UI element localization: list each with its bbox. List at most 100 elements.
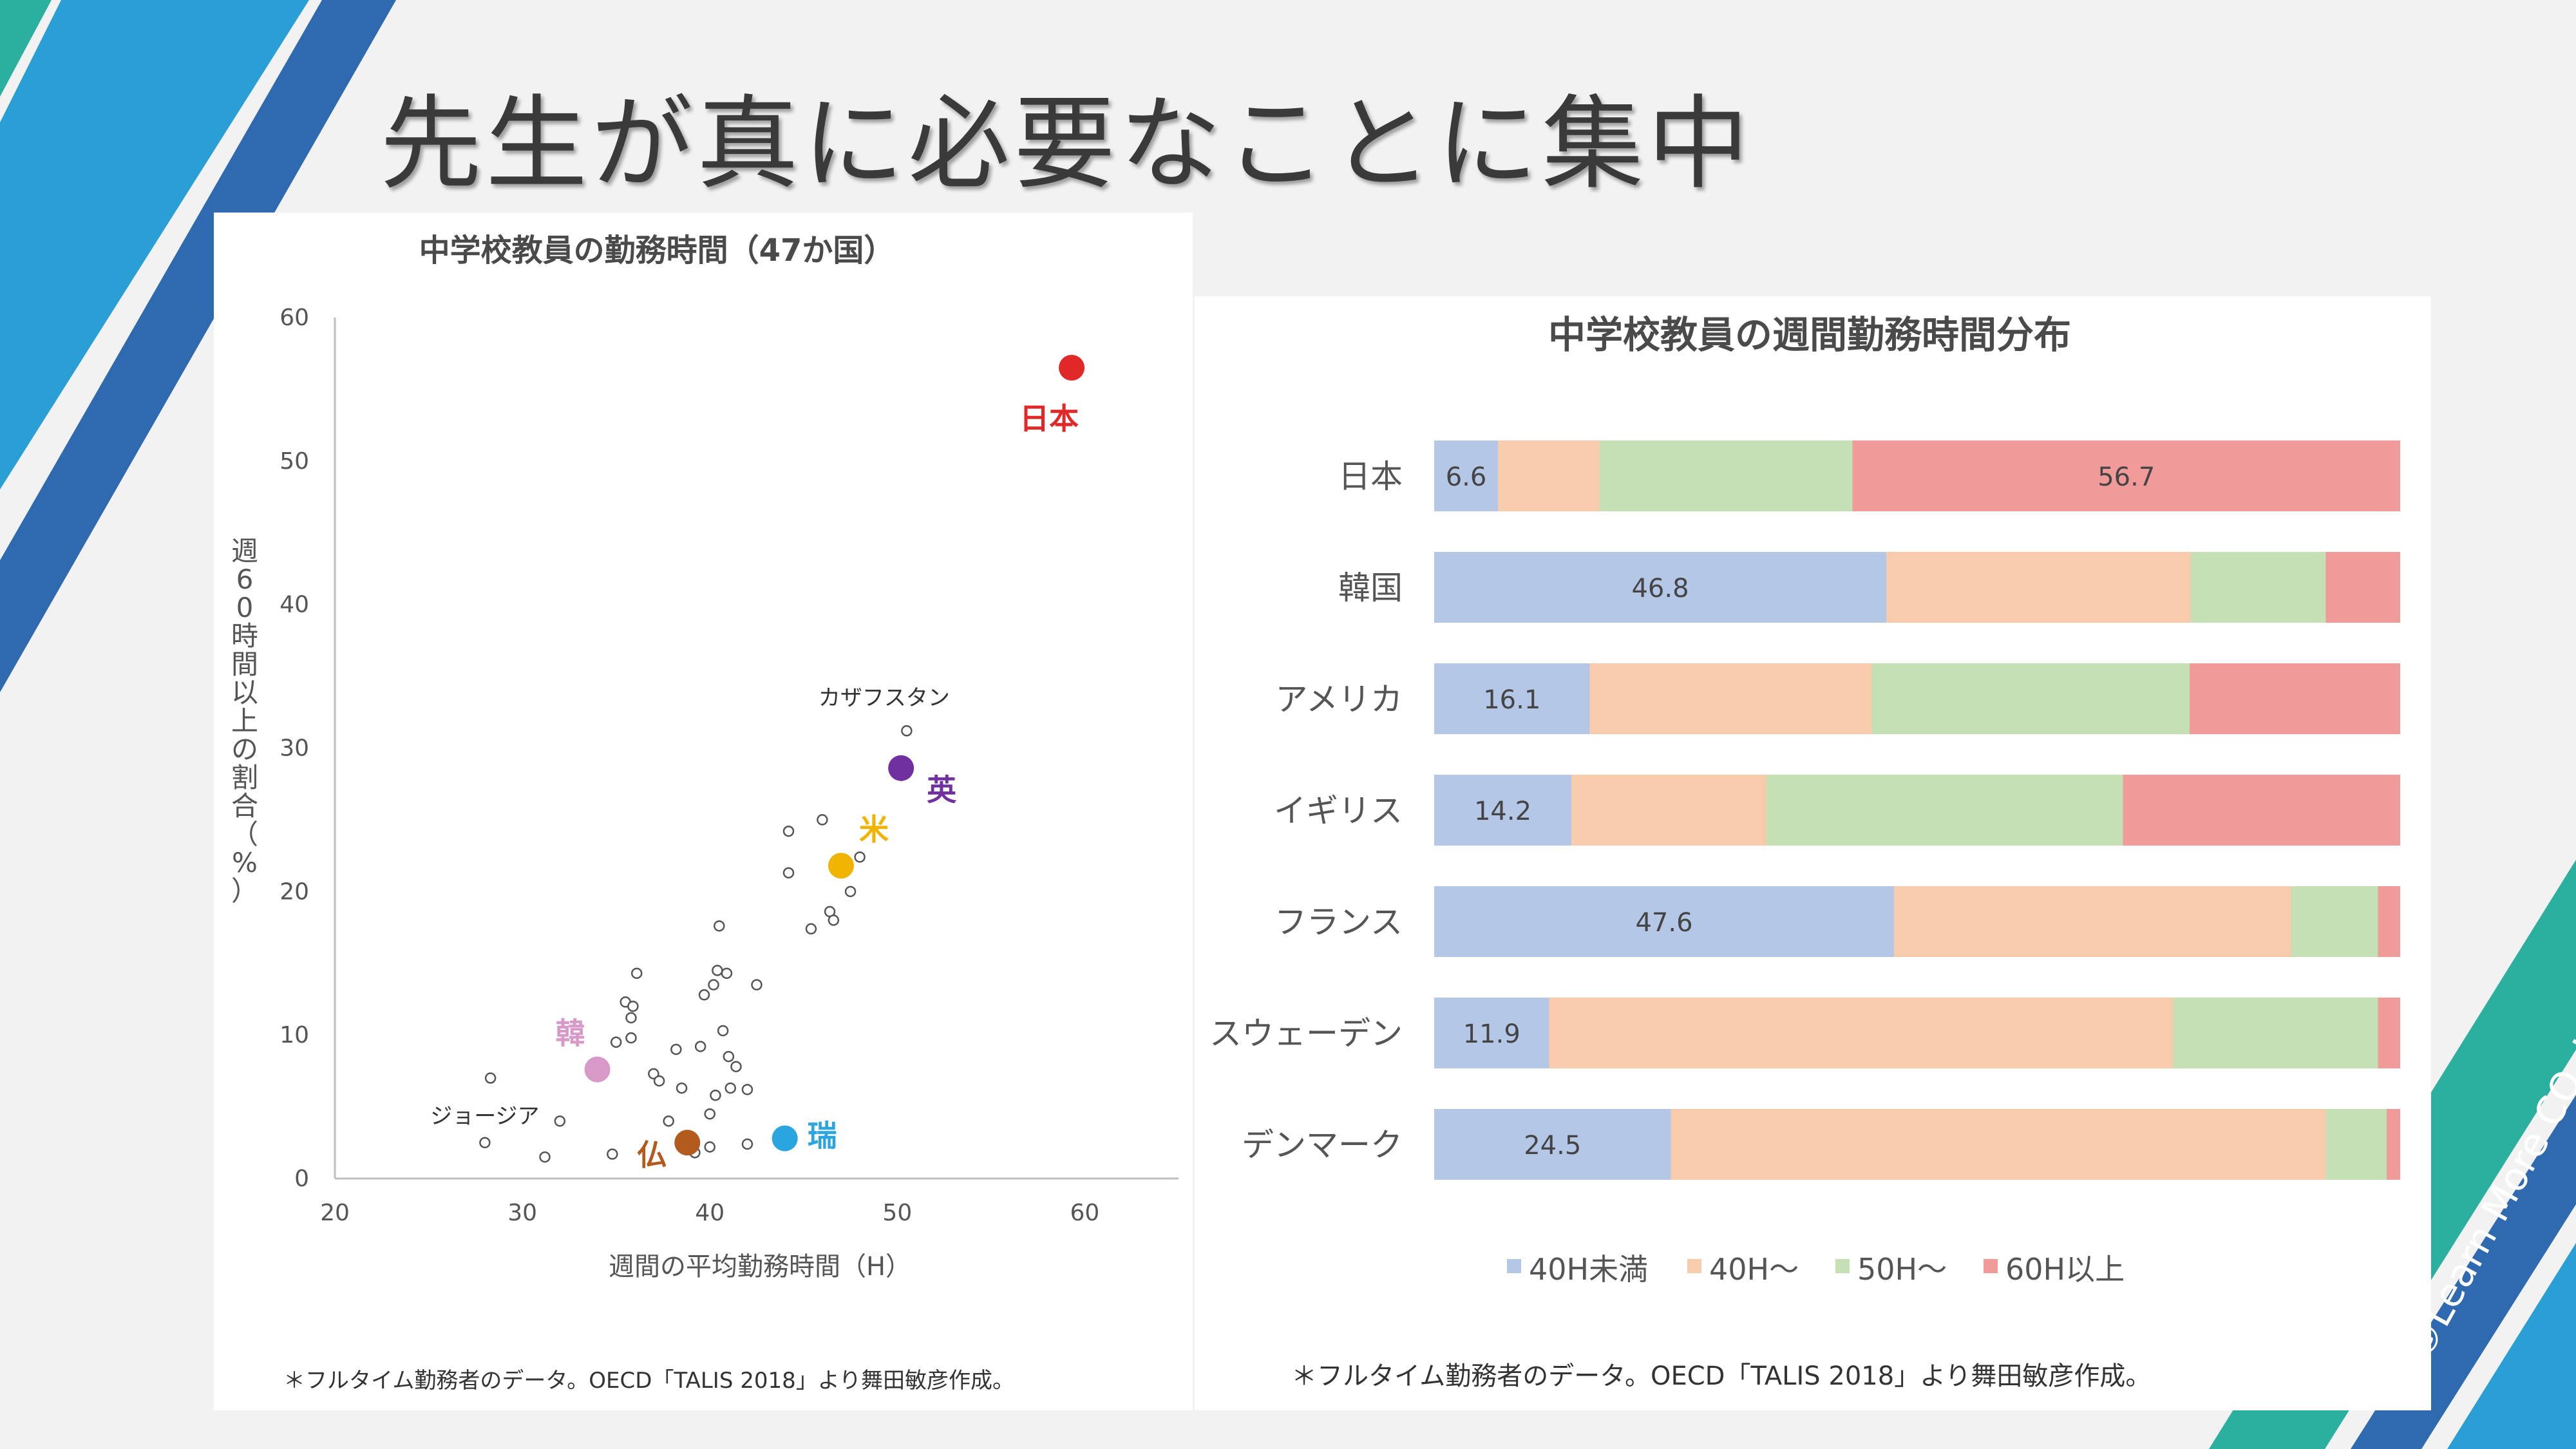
scatter-point [625,1032,637,1044]
scatter-highlight-point [888,755,914,781]
scatter-axes [334,317,1179,1180]
bar-segment [2173,998,2378,1068]
scatter-highlight-label: 米 [859,812,889,847]
bar-segment [1599,440,1853,511]
scatter-point [653,1075,665,1087]
bar-data-label: 56.7 [2098,462,2155,492]
bar-segments [1434,440,2400,1180]
scatter-point [710,1090,721,1101]
bar-segment [1434,440,1498,511]
bar-segment [1434,886,1894,957]
scatter-point [625,1012,637,1024]
scatter-highlight-label: 瑞 [808,1119,837,1153]
scatter-point [670,1043,682,1056]
stripe-dark-top [0,0,396,692]
scatter-point [751,979,762,990]
bar-data-label: 16.1 [1483,685,1540,715]
scatter-source-note: ＊フルタイム勤務者のデータ。OECD「TALIS 2018」より舞田敏彦作成。 [283,1368,1014,1394]
bar-segment [2387,1109,2400,1180]
bar-segment [1871,663,2190,734]
legend-swatch [1835,1259,1850,1273]
bar-data-label: 46.8 [1631,574,1689,603]
bar-segment [2190,663,2400,734]
scatter-point [704,1141,715,1153]
legend-swatch [1687,1259,1701,1273]
scatter-y-tick-label: 60 [279,305,309,331]
legend-label: 60H以上 [2005,1252,2125,1287]
bar-segment [2325,1109,2387,1180]
scatter-point [854,851,866,863]
scatter-highlight-point [828,853,854,879]
bar-data-label: 6.6 [1446,462,1487,492]
bar-segment [1434,775,1571,846]
scatter-point [539,1151,551,1163]
bar-segment [1434,998,1549,1068]
scatter-highlight-label: 英 [927,773,957,808]
bar-segment [1852,440,2400,511]
scatter-x-tick-label: 40 [695,1200,724,1226]
scatter-highlight-point [674,1130,701,1156]
bar-segment [1434,552,1886,623]
scatter-y-label-char: 6 [236,564,254,595]
scatter-point [708,979,719,990]
scatter-point [663,1115,674,1127]
stripe-teal-top [0,0,52,97]
scatter-point [484,1072,497,1084]
scatter-y-tick-label: 20 [279,878,309,905]
scatter-y-label-char: 上 [231,705,258,737]
bar-segment [1498,440,1600,511]
scatter-y-label-char: 間 [231,649,258,680]
scatter-point [782,867,795,879]
scatter-y-tick-label: 0 [294,1166,309,1192]
scatter-x-ticks: 20 30 40 50 60 [320,1200,1099,1226]
scatter-y-tick-label: 40 [279,592,309,618]
scatter-point [741,1084,753,1095]
bar-segment [1886,552,2191,623]
scatter-panel [214,213,1193,1410]
scatter-x-tick-label: 60 [1070,1200,1100,1226]
scatter-point [607,1148,618,1160]
scatter-point [717,1025,729,1037]
slide-title: 先生が真に必要なことに集中 [380,85,1753,204]
scatter-y-label-char: の [231,734,258,765]
scatter-y-label-char: 以 [231,677,258,708]
scatter-point [721,967,733,980]
scatter-point [648,1068,659,1080]
scatter-y-ticks: 0 10 20 30 40 50 60 [279,305,309,1192]
legend-swatch [1507,1259,1521,1273]
bar-data-label: 11.9 [1463,1019,1520,1049]
scatter-y-label-char: % [232,847,258,878]
bar-segment [2325,552,2400,623]
scatter-point [828,914,840,926]
scatter-annotation-label: カザフスタン [819,685,950,711]
scatter-point [554,1115,566,1127]
bar-category-label: デンマーク [1242,1126,1403,1164]
scatter-y-label-char: 0 [236,592,254,623]
scatter-y-label-char: 割 [231,762,258,793]
scatter-x-tick-label: 30 [507,1200,537,1226]
scatter-y-tick-label: 50 [279,448,309,475]
scatter-point [724,1082,736,1094]
scatter-highlight-point [1059,354,1085,381]
bar-legend: 40H未満 40H～ 50H～ 60H以上 [1507,1252,2125,1287]
bar-source-note: ＊フルタイム勤務者のデータ。OECD「TALIS 2018」より舞田敏彦作成。 [1291,1361,2151,1391]
scatter-x-tick-label: 20 [320,1200,350,1226]
bar-category-label: 韓国 [1338,569,1403,607]
bar-segment [1434,1109,1671,1180]
scatter-highlight-label: 韓 [556,1016,585,1051]
bar-category-label: イギリス [1274,792,1403,829]
scatter-y-label-char: （ [231,819,258,850]
scatter-highlight-label: 日本 [1019,401,1079,436]
scatter-point [730,1061,742,1072]
bar-category-label: 日本 [1338,458,1403,495]
bar-data-label: 14.2 [1474,797,1531,826]
scatter-point [610,1036,622,1048]
legend-swatch [1984,1259,1998,1273]
scatter-point [782,825,795,837]
bar-category-label: アメリカ [1276,681,1403,718]
